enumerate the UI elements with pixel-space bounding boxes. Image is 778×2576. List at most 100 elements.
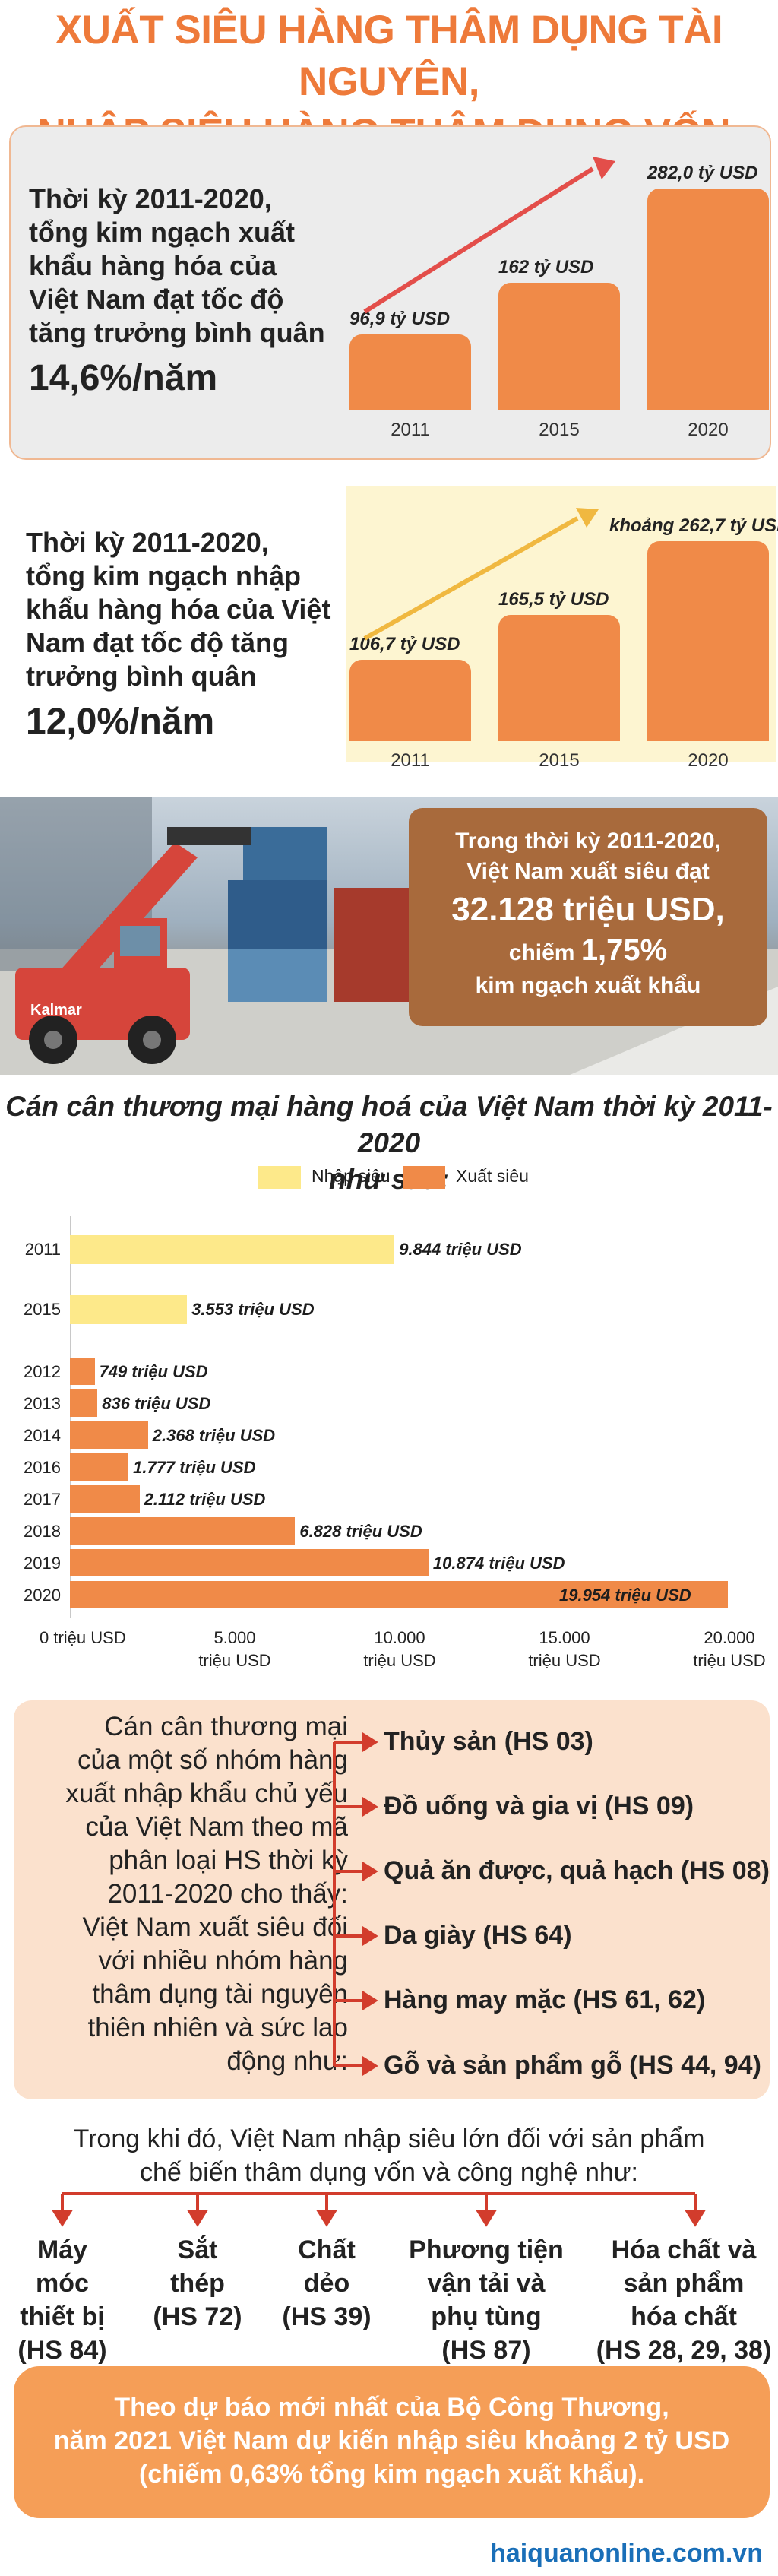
legend-swatch-export xyxy=(403,1166,445,1189)
import-surplus-bar xyxy=(70,1295,188,1324)
import-item-line: (HS 72) xyxy=(153,2302,242,2331)
import-item-line: dẻo xyxy=(303,2269,350,2298)
hs-left-line: thâm dụng tài nguyên xyxy=(92,1979,348,2009)
surplus-line-4: kim ngạch xuất khẩu xyxy=(475,973,701,998)
import-rate: 12,0%/năm xyxy=(26,702,215,742)
port-photo-illustration xyxy=(0,797,778,1075)
bar-value-label: 6.828 triệu USD xyxy=(299,1522,422,1541)
x-axis-tick-label-line: 10.000 xyxy=(374,1628,425,1647)
import-item-line: Chất xyxy=(298,2235,356,2264)
hs-left-line: xuất nhập khẩu chủ yếu xyxy=(65,1779,348,1808)
import-item-line: (HS 87) xyxy=(441,2336,531,2365)
bar-value-label: 10.874 triệu USD xyxy=(432,1554,565,1573)
bar-value-label: 2.112 triệu USD xyxy=(144,1490,266,1509)
bar-year-label: 2013 xyxy=(24,1394,61,1413)
bar xyxy=(647,189,769,410)
export-surplus-bar xyxy=(70,1581,728,1608)
forecast-line-3: (chiếm 0,63% tổng kim ngạch xuất khẩu). xyxy=(138,2460,645,2489)
surplus-share-prefix: chiếm xyxy=(508,940,581,965)
hs-left-line: 2011-2020 cho thấy: xyxy=(107,1879,348,1909)
chart-axis-line xyxy=(70,1216,71,1618)
export-surplus-bar xyxy=(70,1549,429,1576)
import-intro-line-2: chế biến thâm dụng vốn và công nghệ như: xyxy=(139,2158,638,2187)
import-surplus-bar xyxy=(70,1235,395,1264)
source-link[interactable]: haiquanonline.com.vn xyxy=(490,2539,763,2568)
import-item-line: thép xyxy=(170,2269,225,2298)
surplus-card: Trong thời kỳ 2011-2020, Việt Nam xuất s… xyxy=(409,808,767,1026)
bar-year-label: 2016 xyxy=(24,1458,61,1477)
forecast-line-1: Theo dự báo mới nhất của Bộ Công Thương, xyxy=(114,2393,669,2422)
bar-value-label: 19.954 triệu USD xyxy=(559,1586,691,1605)
import-item-line: Sắt xyxy=(177,2235,218,2264)
import-item-line: (HS 84) xyxy=(17,2336,107,2365)
port-photo: Kalmar xyxy=(0,797,778,1075)
x-axis-tick-label-line: 0 triệu USD xyxy=(40,1628,126,1647)
bar-value-label: 2.368 triệu USD xyxy=(152,1426,276,1445)
export-text: Thời kỳ 2011-2020, tổng kim ngạch xuất k… xyxy=(29,182,348,399)
x-axis-tick-label: 15.000 triệu USD xyxy=(504,1627,625,1672)
export-text-line: tổng kim ngạch xuất xyxy=(29,217,296,248)
import-item-line: Phương tiện xyxy=(409,2235,564,2264)
x-axis-tick-label-line: triệu USD xyxy=(198,1651,271,1670)
export-text-line: Việt Nam đạt tốc độ xyxy=(29,284,284,315)
bar-year-label: 2020 xyxy=(24,1586,61,1605)
bar-value-label: 9.844 triệu USD xyxy=(399,1240,522,1259)
x-axis-tick-label: 5.000 triệu USD xyxy=(174,1627,296,1672)
surplus-line-2: Việt Nam xuất siêu đạt xyxy=(466,859,710,884)
bar-value-label: 162 tỷ USD xyxy=(498,257,594,277)
import-intro: Trong khi đó, Việt Nam nhập siêu lớn đối… xyxy=(0,2122,778,2189)
bar-year-label: 2015 xyxy=(24,1300,61,1319)
bar-value-label: 165,5 tỷ USD xyxy=(498,589,609,610)
legend-label-import: Nhập siêu xyxy=(312,1166,391,1186)
forecast-line-2: năm 2021 Việt Nam dự kiến nhập siêu khoả… xyxy=(53,2426,730,2455)
import-item-line: Hóa chất và xyxy=(611,2235,757,2264)
x-axis-tick-label-line: 5.000 xyxy=(213,1628,256,1647)
bar xyxy=(349,334,471,410)
import-item-line: hóa chất xyxy=(631,2302,737,2331)
hs-left-line: động như: xyxy=(226,2046,348,2076)
bar xyxy=(647,541,769,741)
bar-year-label: 2014 xyxy=(24,1426,61,1445)
bar-value-label: 836 triệu USD xyxy=(102,1394,211,1413)
export-surplus-bar xyxy=(70,1517,296,1545)
hs-left-line: của một số nhóm hàng xyxy=(77,1745,348,1775)
bar-x-tick-label: 2015 xyxy=(539,750,580,771)
balance-heading: Cán cân thương mại hàng hoá của Việt Nam… xyxy=(0,1088,778,1198)
bar-x-tick-label: 2011 xyxy=(391,420,430,440)
x-axis-tick-label-line: triệu USD xyxy=(693,1651,766,1670)
bar xyxy=(498,615,620,741)
import-item-plastic: Chất dẻo (HS 39) xyxy=(274,2233,380,2334)
import-item-line: (HS 39) xyxy=(282,2302,372,2331)
export-surplus-bar xyxy=(70,1421,148,1449)
surplus-share-line: chiếm 1,75% xyxy=(409,933,767,971)
legend-label-export: Xuất siêu xyxy=(456,1166,529,1186)
export-surplus-bar xyxy=(70,1485,140,1513)
import-intro-line-1: Trong khi đó, Việt Nam nhập siêu lớn đối… xyxy=(73,2124,705,2153)
import-connector-icon xyxy=(52,2192,706,2227)
bar-year-label: 2012 xyxy=(24,1362,61,1381)
hs-item: Đồ uống và gia vị (HS 09) xyxy=(384,1792,694,1820)
x-axis-tick-label-line: triệu USD xyxy=(363,1651,436,1670)
surplus-amount: 32.128 triệu USD, xyxy=(451,891,725,928)
forecast-box: Theo dự báo mới nhất của Bộ Công Thương,… xyxy=(14,2366,770,2518)
hs-item: Gỗ và sản phẩm gỗ (HS 44, 94) xyxy=(384,2051,761,2080)
x-axis-tick-label-line: 20.000 xyxy=(704,1628,755,1647)
bar-value-label: 3.553 triệu USD xyxy=(191,1300,315,1319)
hs-left-line: của Việt Nam theo mã xyxy=(85,1812,348,1842)
bar-year-label: 2018 xyxy=(24,1522,61,1541)
import-text-line: khẩu hàng hóa của Việt xyxy=(26,594,331,625)
x-axis-tick-label-line: 15.000 xyxy=(539,1628,590,1647)
x-axis-tick-label: 0 triệu USD xyxy=(40,1627,161,1649)
import-item-line: sản phẩm xyxy=(623,2269,745,2298)
growth-arrow-icon xyxy=(363,157,615,314)
bar-x-tick-label: 2020 xyxy=(688,420,729,440)
import-item-line: phụ tùng xyxy=(431,2302,542,2331)
x-axis-tick-label: 20.000 triệu USD xyxy=(669,1627,778,1672)
hs-left-line: Cán cân thương mại xyxy=(104,1712,348,1741)
bar-year-label: 2011 xyxy=(24,1240,61,1259)
legend-swatch-import xyxy=(258,1166,301,1189)
hs-left-line: với nhiều nhóm hàng xyxy=(98,1946,348,1976)
hs-bracket-icon xyxy=(333,1732,378,2077)
import-text: Thời kỳ 2011-2020, tổng kim ngạch nhập k… xyxy=(26,526,353,743)
import-item-line: móc xyxy=(36,2269,89,2298)
